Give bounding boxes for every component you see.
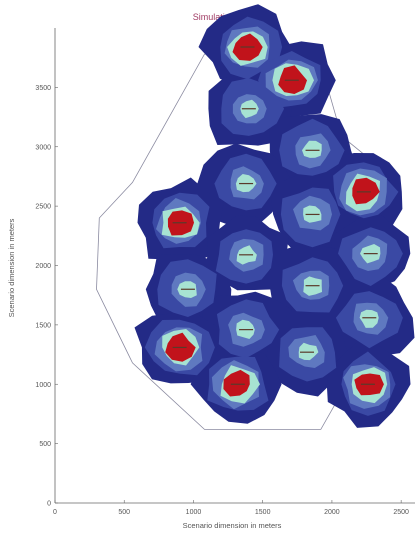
cell-ring3-15 — [298, 342, 319, 361]
x-tick-label-4: 2000 — [324, 509, 340, 516]
y-tick-label-7: 3500 — [35, 85, 51, 92]
y-tick-label-0: 0 — [47, 501, 51, 508]
y-tick-label-1: 500 — [39, 441, 51, 448]
x-axis-label: Scenario dimension in meters — [183, 521, 282, 530]
x-tick-label-0: 0 — [53, 509, 57, 516]
y-tick-label-3: 1500 — [35, 322, 51, 329]
cell-core-16 — [223, 369, 250, 397]
cell-ring3-3 — [302, 140, 322, 158]
y-tick-label-4: 2000 — [35, 263, 51, 270]
y-axis-label: Scenario dimension in meters — [7, 218, 16, 317]
cell-ring3-12 — [359, 309, 379, 328]
x-tick-label-1: 500 — [118, 509, 130, 516]
y-tick-label-6: 3000 — [35, 144, 51, 151]
x-tick-label-3: 1500 — [255, 509, 271, 516]
coverage-cells — [134, 4, 415, 428]
y-tick-label-5: 2500 — [35, 204, 51, 211]
x-tick-label-2: 1000 — [186, 509, 202, 516]
plot-area — [96, 4, 415, 430]
axes: 0 500 1000 1500 2000 2500 0 500 1000 1500 2000 2500… — [35, 28, 415, 516]
y-tick-label-2: 1000 — [35, 382, 51, 389]
x-tick-label-5: 2500 — [393, 509, 409, 516]
cell-core-4 — [352, 177, 380, 205]
